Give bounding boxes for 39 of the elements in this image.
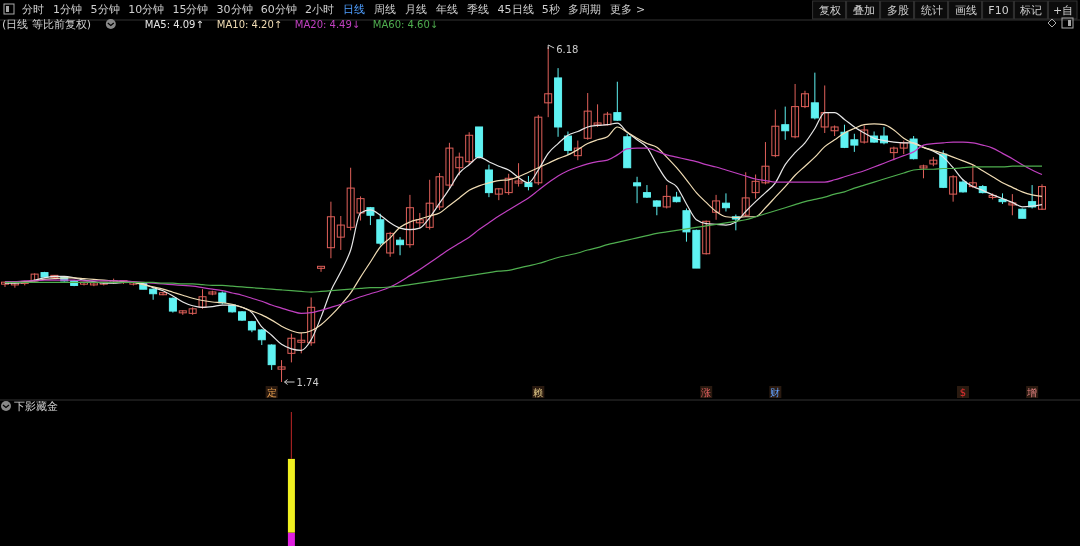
text: 月线 [404, 3, 427, 16]
text: 60分钟 [260, 3, 297, 16]
text: 周线 [373, 3, 396, 16]
text: 多股 [886, 4, 909, 17]
text: 涨 [701, 387, 712, 398]
text: 赖 [533, 387, 544, 398]
text: MA10: 4.20↑ [216, 19, 283, 30]
text: 财 [770, 387, 781, 398]
text: MA60: 4.60↓ [372, 19, 439, 30]
text: 标记 [1019, 4, 1043, 17]
text: 45日线 [497, 3, 534, 16]
text: 1分钟 [53, 3, 82, 16]
text: 定 [266, 387, 277, 398]
text: 增 [1026, 387, 1038, 398]
text: 画线 [954, 4, 977, 17]
text: 30分钟 [216, 3, 253, 16]
text: 季线 [466, 3, 489, 16]
text: 更多 > [610, 3, 646, 16]
annotation: 1.74 [296, 377, 319, 388]
chart-title: 下影藏金 [14, 400, 58, 413]
text: 分时 [22, 3, 44, 16]
annotation: 6.18 [556, 44, 579, 55]
text: 5分钟 [90, 3, 120, 16]
text: 统计 [920, 4, 943, 17]
text: 2小时 [305, 3, 334, 16]
chart-title: (日线 等比前复权) [2, 18, 92, 31]
text: $ [959, 387, 967, 398]
text: 叠加 [852, 4, 875, 17]
text: 15分钟 [172, 3, 209, 16]
text: 日线 [342, 3, 365, 16]
text: 多周期 [568, 3, 602, 16]
text: MA5: 4.09↑ [144, 19, 204, 30]
text: 5秒 [541, 3, 560, 16]
text: F10 [988, 4, 1009, 17]
text: 10分钟 [128, 3, 165, 16]
text: MA20: 4.49↓ [294, 19, 361, 30]
text: 年线 [435, 3, 458, 16]
text: +自 [1053, 4, 1074, 17]
text: 复权 [818, 4, 841, 17]
